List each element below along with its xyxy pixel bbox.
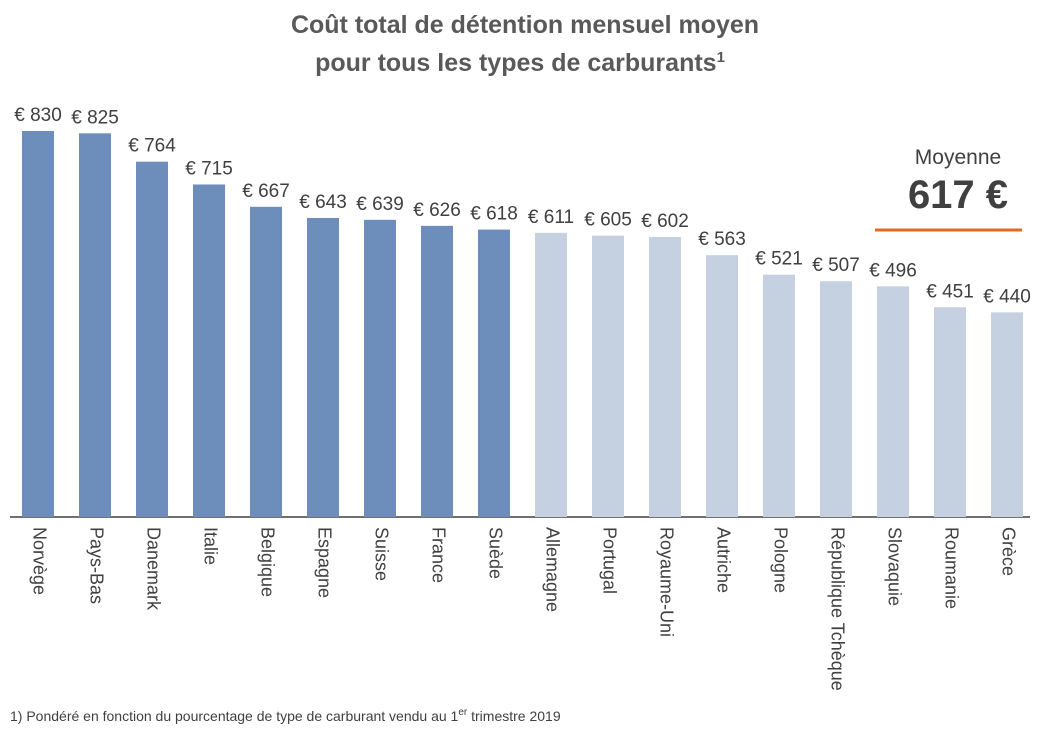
bar [193,184,225,517]
bar [136,161,168,517]
x-tick-label: Roumanie [941,527,961,609]
bar [307,217,339,518]
value-label: € 521 [755,249,803,270]
x-tick-label: Slovaquie [884,527,904,606]
bar [535,232,567,517]
average-value: 617 € [908,173,1008,217]
value-label: € 451 [926,281,974,302]
x-tick-label: Suisse [371,527,391,581]
bar [592,235,624,517]
footnote-sup: er [458,707,468,718]
value-label: € 496 [869,260,917,281]
bar [763,274,795,517]
title-note: 1 [717,49,725,66]
value-label: € 825 [71,107,119,128]
title-line: Coût total de détention mensuel moyen [291,11,759,39]
title-line: pour tous les types de carburants [315,49,717,77]
chart-title: Coût total de détention mensuel moyen [291,11,759,39]
footnote-text: 1) Pondéré en fonction du pourcentage de… [10,708,459,724]
footnote-text: trimestre 2019 [467,708,561,724]
bar [649,237,681,517]
x-tick-label: Espagne [314,527,334,598]
bar [250,206,282,518]
x-tick-label: Pologne [770,527,790,593]
x-tick-label: France [428,527,448,583]
x-tick-label: Norvège [29,527,49,595]
value-label: € 618 [470,204,518,225]
value-label: € 715 [185,158,233,179]
value-label: € 611 [528,207,574,228]
bar [934,307,966,517]
x-tick-label: Autriche [713,527,733,593]
x-tick-label: Portugal [599,527,619,594]
bar [991,312,1023,517]
bar [22,131,54,517]
value-label: € 563 [698,229,746,250]
x-tick-label: Belgique [257,527,277,597]
value-label: € 605 [584,210,632,231]
x-tick-label: Italie [200,527,220,565]
bar [421,225,453,517]
value-label: € 830 [14,105,62,126]
footnote: 1) Pondéré en fonction du pourcentage de… [10,707,561,724]
bar [877,286,909,517]
bar [820,281,852,517]
value-label: € 643 [299,192,347,213]
x-tick-label: Grèce [998,527,1018,576]
x-tick-label: Pays-Bas [86,527,106,604]
value-label: € 764 [128,136,176,157]
x-tick-label: Royaume-Uni [656,527,676,637]
value-label: € 667 [242,181,290,202]
value-label: € 639 [356,194,404,215]
value-label: € 626 [413,200,461,221]
value-label: € 440 [983,286,1031,307]
x-tick-label: République Tchèque [827,527,847,691]
value-label: € 602 [641,211,689,232]
value-label: € 507 [812,255,860,276]
x-tick-label: Suède [485,527,505,579]
bar [364,219,396,517]
average-label: Moyenne [915,146,1001,169]
x-tick-label: Allemagne [542,527,562,612]
bar [79,133,111,517]
chart-title: pour tous les types de carburants1 [315,49,725,77]
x-tick-label: Danemark [143,527,163,611]
bar [706,255,738,517]
bar [478,229,510,517]
